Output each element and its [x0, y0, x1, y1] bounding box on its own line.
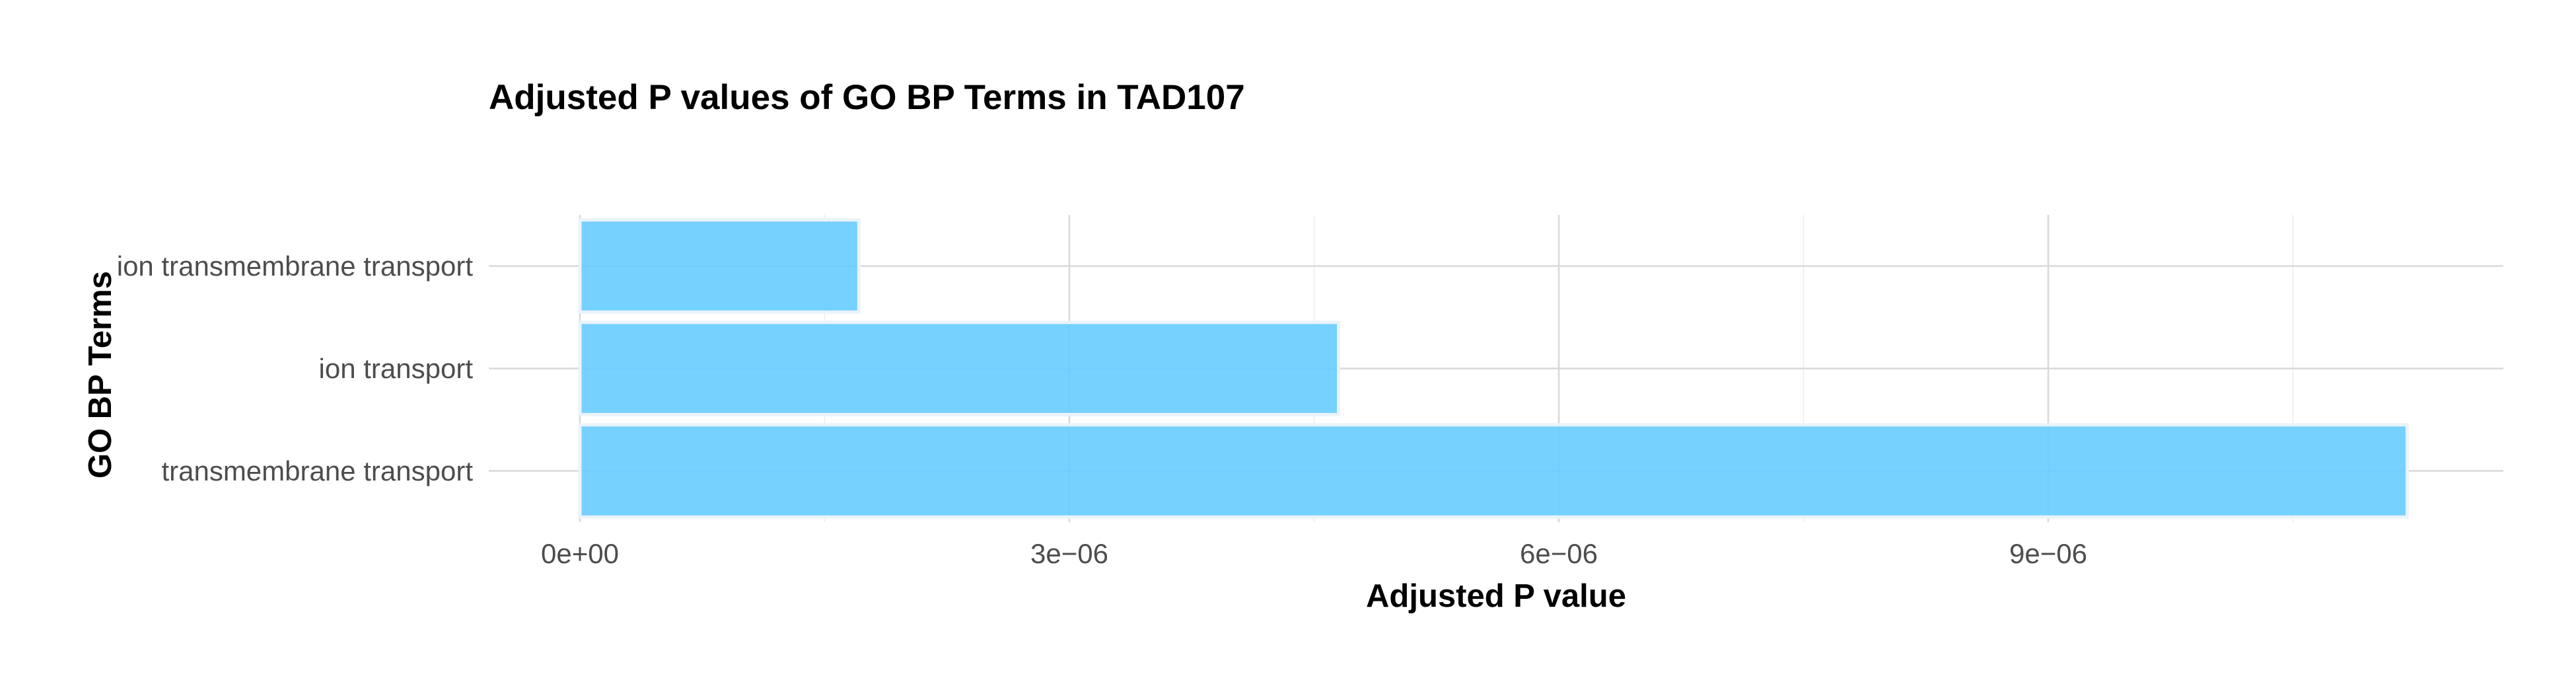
- y-tick-labels: transmembrane transport ion transport ion …: [117, 251, 474, 486]
- bar: [578, 321, 1341, 416]
- bar: [578, 423, 2409, 519]
- bar: [578, 218, 861, 314]
- x-axis-title: Adjusted P value: [1366, 578, 1626, 614]
- y-axis-title: GO BP Terms: [83, 271, 118, 479]
- chart-title: Adjusted P values of GO BP Terms in TAD1…: [489, 78, 1245, 117]
- x-tick-label: 6e−06: [1520, 538, 1598, 569]
- x-tick-label: 3e−06: [1030, 538, 1108, 569]
- x-tick-label: 0e+00: [541, 538, 619, 569]
- bars: [578, 218, 2409, 519]
- y-tick-label: ion transmembrane transport: [117, 251, 474, 282]
- y-tick-label: ion transport: [319, 353, 474, 384]
- y-tick-label: transmembrane transport: [161, 455, 473, 486]
- x-tick-label: 9e−06: [2009, 538, 2087, 569]
- x-tick-labels: 0e+00 3e−06 6e−06 9e−06: [541, 538, 2087, 569]
